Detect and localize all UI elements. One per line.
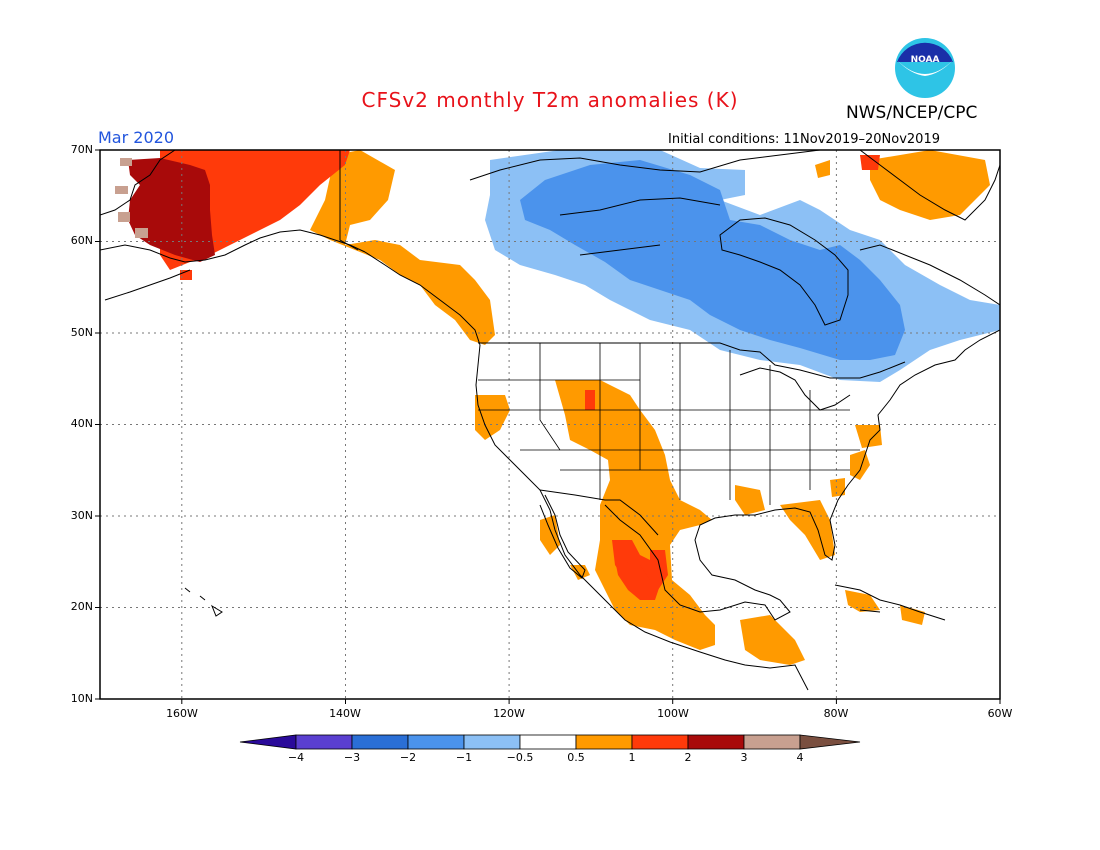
colorbar-swatch	[631, 734, 689, 750]
chart-title: CFSv2 monthly T2m anomalies (K)	[361, 88, 739, 112]
colorbar-label: −4	[287, 751, 305, 764]
colorbar-swatch	[351, 734, 409, 750]
colorbar-label: 2	[684, 751, 692, 764]
colorbar-swatch	[799, 734, 861, 750]
forecast-month: Mar 2020	[98, 128, 174, 147]
colorbar-label: 4	[796, 751, 804, 764]
colorbar-swatch	[239, 734, 297, 750]
anomaly-region-rockies	[310, 150, 990, 665]
anomaly-region-mexico-core	[615, 560, 660, 600]
lon-label: 160W	[166, 707, 198, 720]
colorbar-swatch	[407, 734, 465, 750]
colorbar-label: −2	[399, 751, 417, 764]
lon-label: 100W	[657, 707, 689, 720]
lat-label: 20N	[70, 600, 93, 613]
colorbar-label: −1	[455, 751, 473, 764]
colorbar-swatch	[519, 734, 577, 750]
colorbar-swatch	[687, 734, 745, 750]
lat-label: 70N	[70, 143, 93, 156]
initial-conditions: Initial conditions: 11Nov2019–20Nov2019	[668, 132, 940, 147]
lon-label: 80W	[823, 707, 849, 720]
anomaly-region-alaska-west	[128, 158, 215, 262]
lon-label: 140W	[329, 707, 361, 720]
lat-label: 10N	[70, 692, 93, 705]
colorbar-label: 1	[628, 751, 636, 764]
colorbar-label: −0.5	[506, 751, 534, 764]
agency-label: NWS/NCEP/CPC	[846, 103, 978, 123]
colorbar-label: −3	[343, 751, 361, 764]
lat-label: 40N	[70, 417, 93, 430]
axis-ticks	[95, 149, 1001, 704]
anomaly-region-canada-central	[520, 160, 905, 360]
colorbar-swatch	[743, 734, 801, 750]
colorbar-swatch	[463, 734, 521, 750]
map-area	[100, 150, 1000, 699]
graticule	[100, 150, 1000, 699]
colorbar-swatch	[295, 734, 353, 750]
lat-label: 50N	[70, 326, 93, 339]
colorbar	[239, 734, 861, 750]
noaa-logo: NOAA	[895, 38, 955, 98]
colorbar-label: 0.5	[567, 751, 585, 764]
lon-label: 60W	[987, 707, 1013, 720]
noaa-logo-text: NOAA	[911, 55, 940, 65]
colorbar-swatch	[575, 734, 633, 750]
lat-label: 30N	[70, 509, 93, 522]
coastlines	[100, 150, 1000, 691]
colorbar-label: 3	[740, 751, 748, 764]
lat-label: 60N	[70, 234, 93, 247]
lon-label: 120W	[493, 707, 525, 720]
state-borders	[478, 343, 860, 505]
